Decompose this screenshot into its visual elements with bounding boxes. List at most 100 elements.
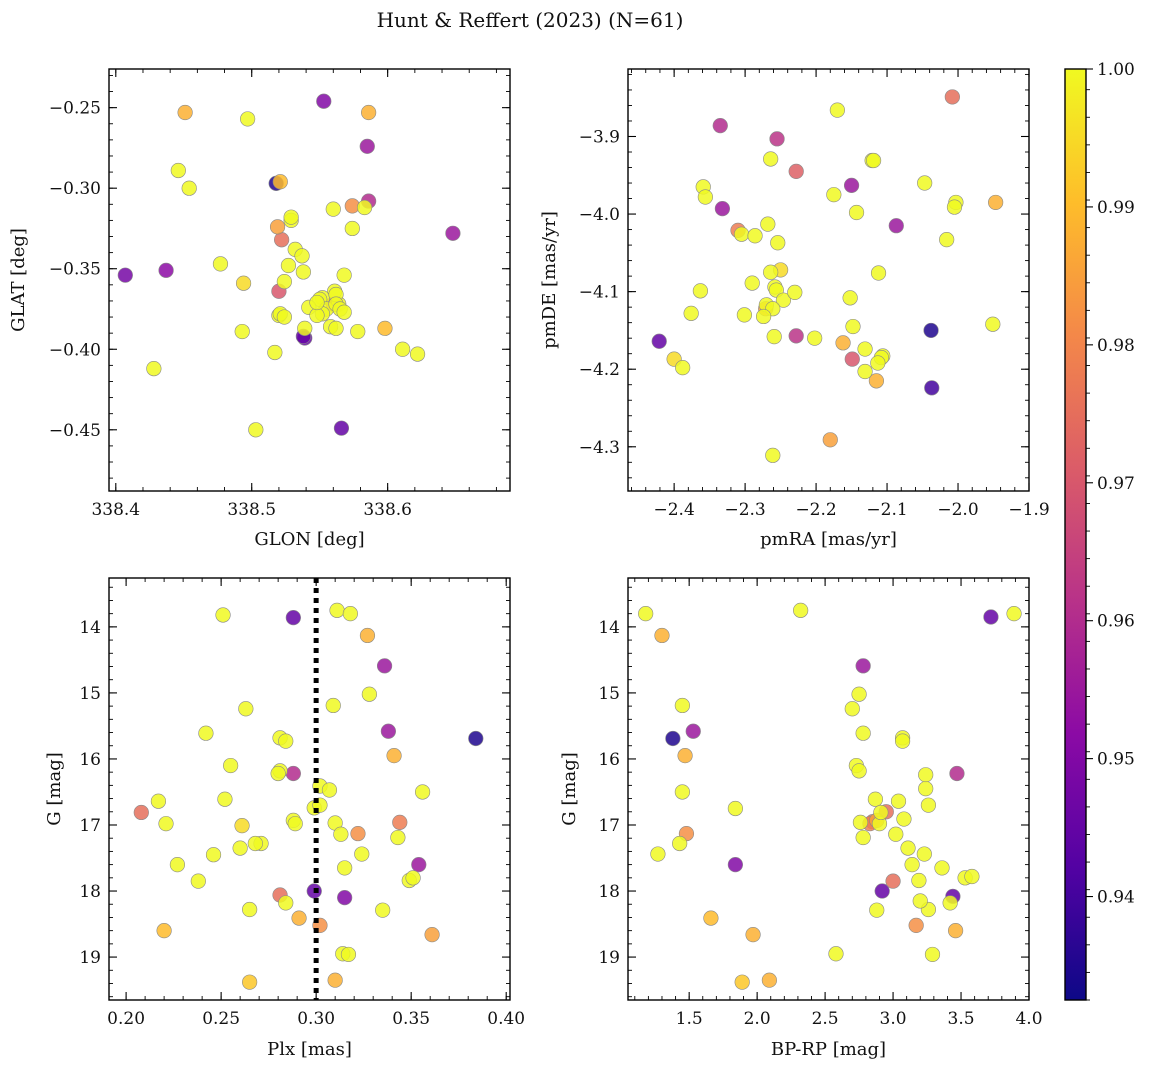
data-point bbox=[672, 835, 688, 852]
colorbar-frame bbox=[1064, 68, 1087, 1001]
data-point bbox=[946, 199, 963, 215]
data-point bbox=[342, 606, 358, 622]
data-point bbox=[712, 118, 728, 134]
data-point bbox=[198, 725, 214, 741]
data-point bbox=[944, 89, 960, 105]
y-axis-label: G [mag] bbox=[559, 752, 580, 825]
y-tick-label: 18 bbox=[79, 882, 101, 902]
data-point bbox=[911, 872, 927, 889]
points bbox=[638, 602, 1022, 990]
data-point bbox=[411, 857, 427, 873]
y-tick-label: 19 bbox=[79, 948, 101, 968]
data-point bbox=[309, 294, 325, 311]
panel-pmra-pmde: −2.4 −2.3 −2.2 −2.1 −2.0 −1.9 −3.9 −4.0 −4.1 −4.2… bbox=[539, 68, 1050, 550]
data-point bbox=[924, 380, 940, 396]
data-point bbox=[321, 782, 338, 798]
data-point bbox=[734, 974, 750, 990]
data-point bbox=[939, 232, 955, 248]
data-point bbox=[177, 104, 193, 121]
data-point bbox=[888, 826, 904, 842]
data-point bbox=[918, 781, 934, 797]
data-point bbox=[674, 784, 690, 800]
points bbox=[117, 93, 461, 438]
y-tick-label: −4.1 bbox=[579, 283, 620, 303]
data-point bbox=[333, 420, 350, 436]
data-point bbox=[392, 814, 408, 830]
data-point bbox=[328, 320, 344, 336]
x-tick-label: −2.0 bbox=[937, 500, 978, 520]
y-tick-label: 17 bbox=[79, 816, 101, 836]
data-point bbox=[424, 927, 440, 943]
data-point bbox=[242, 901, 258, 918]
data-point bbox=[683, 305, 699, 321]
data-point bbox=[287, 816, 303, 832]
data-point bbox=[912, 893, 928, 909]
data-point bbox=[845, 318, 861, 335]
data-point bbox=[874, 883, 890, 899]
data-point bbox=[787, 284, 803, 301]
axes-frame bbox=[108, 68, 511, 492]
colorbar-tick-label: 0.95 bbox=[1097, 750, 1135, 770]
data-point bbox=[894, 733, 911, 749]
data-point bbox=[924, 946, 941, 963]
data-point bbox=[238, 701, 254, 717]
colorbar-gradient bbox=[1065, 69, 1086, 1000]
y-axis-label: pmDE [mas/yr] bbox=[539, 211, 560, 349]
data-point bbox=[775, 292, 792, 308]
data-point bbox=[354, 846, 370, 862]
data-point bbox=[1006, 606, 1022, 622]
data-point bbox=[843, 177, 860, 193]
data-point bbox=[361, 104, 377, 121]
data-point bbox=[942, 895, 958, 911]
data-point bbox=[857, 363, 873, 380]
y-tick-label: 15 bbox=[79, 684, 101, 704]
data-point bbox=[356, 199, 373, 216]
x-axis-label: GLON [deg] bbox=[254, 529, 364, 550]
x-tick-label: 338.6 bbox=[363, 500, 412, 520]
data-point bbox=[755, 308, 772, 325]
data-point bbox=[190, 873, 206, 889]
data-point bbox=[964, 868, 980, 885]
data-point bbox=[697, 189, 713, 205]
data-point bbox=[844, 701, 860, 717]
data-point bbox=[333, 826, 349, 842]
data-point bbox=[170, 162, 186, 179]
data-point bbox=[855, 658, 871, 674]
data-point bbox=[855, 829, 871, 846]
data-point bbox=[468, 730, 484, 747]
data-point bbox=[920, 797, 937, 813]
data-point bbox=[247, 835, 263, 852]
data-point bbox=[867, 791, 883, 807]
data-point bbox=[285, 610, 301, 626]
data-point bbox=[885, 873, 901, 889]
data-point bbox=[133, 804, 149, 821]
data-point bbox=[763, 151, 779, 167]
data-point bbox=[745, 927, 761, 943]
data-point bbox=[857, 341, 873, 357]
y-axis-label: GLAT [deg] bbox=[8, 228, 29, 332]
data-point bbox=[156, 923, 172, 939]
data-point bbox=[316, 93, 332, 109]
data-point bbox=[654, 627, 670, 644]
y-tick-label: 14 bbox=[598, 618, 620, 638]
data-point bbox=[904, 857, 920, 873]
data-point bbox=[744, 275, 760, 291]
data-point bbox=[395, 341, 411, 357]
data-point bbox=[765, 447, 781, 463]
data-point bbox=[295, 264, 311, 280]
y-tick-label: −0.35 bbox=[49, 260, 101, 280]
data-point bbox=[297, 320, 313, 336]
data-point bbox=[414, 784, 431, 800]
data-point bbox=[638, 606, 654, 622]
data-point bbox=[674, 697, 690, 714]
data-point bbox=[445, 225, 461, 241]
data-point bbox=[181, 180, 197, 196]
data-point bbox=[405, 870, 421, 886]
x-tick-label: −2.4 bbox=[653, 500, 694, 520]
x-tick-label: −2.1 bbox=[866, 500, 907, 520]
y-tick-label: 16 bbox=[79, 750, 101, 770]
y-tick-label: 16 bbox=[598, 750, 620, 770]
data-point bbox=[828, 946, 844, 962]
data-point bbox=[285, 765, 301, 782]
